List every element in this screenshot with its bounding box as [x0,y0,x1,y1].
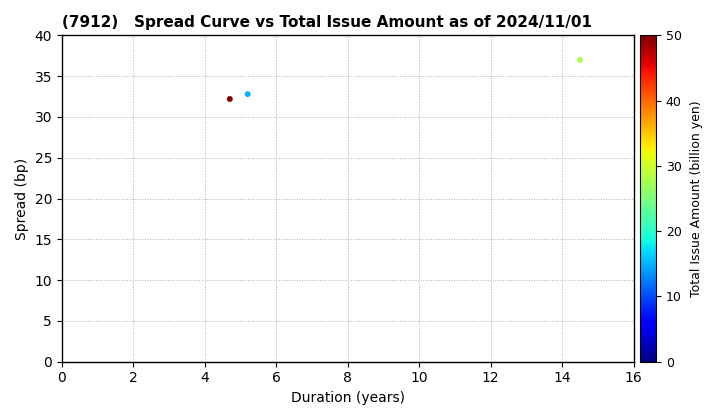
Y-axis label: Spread (bp): Spread (bp) [15,158,29,239]
Point [242,91,253,97]
Point [574,56,585,63]
Text: (7912)   Spread Curve vs Total Issue Amount as of 2024/11/01: (7912) Spread Curve vs Total Issue Amoun… [62,15,592,30]
X-axis label: Duration (years): Duration (years) [291,391,405,405]
Y-axis label: Total Issue Amount (billion yen): Total Issue Amount (billion yen) [690,100,703,297]
Point [224,96,235,102]
